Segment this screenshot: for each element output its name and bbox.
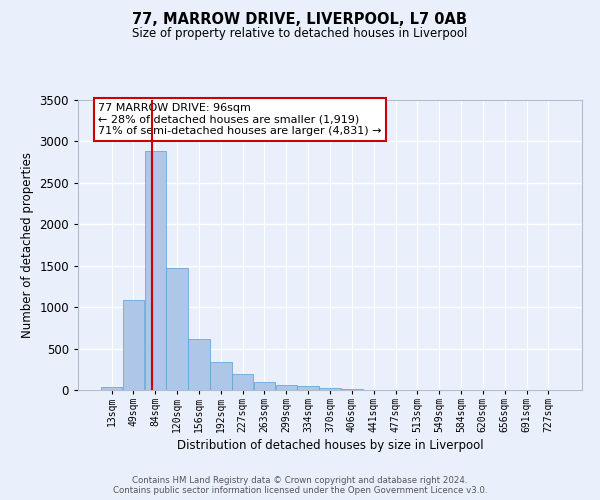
Text: 77 MARROW DRIVE: 96sqm
← 28% of detached houses are smaller (1,919)
71% of semi-: 77 MARROW DRIVE: 96sqm ← 28% of detached… — [98, 103, 382, 136]
Text: Size of property relative to detached houses in Liverpool: Size of property relative to detached ho… — [133, 28, 467, 40]
Bar — [254, 382, 275, 390]
Text: 77, MARROW DRIVE, LIVERPOOL, L7 0AB: 77, MARROW DRIVE, LIVERPOOL, L7 0AB — [133, 12, 467, 28]
Text: Contains public sector information licensed under the Open Government Licence v3: Contains public sector information licen… — [113, 486, 487, 495]
Bar — [298, 386, 319, 390]
Bar — [145, 152, 166, 390]
Bar — [210, 362, 232, 390]
Bar — [166, 268, 188, 390]
Bar — [319, 388, 341, 390]
Bar — [275, 384, 297, 390]
Bar — [101, 386, 122, 390]
Text: Contains HM Land Registry data © Crown copyright and database right 2024.: Contains HM Land Registry data © Crown c… — [132, 476, 468, 485]
Bar — [188, 339, 209, 390]
Bar — [341, 389, 362, 390]
Bar — [123, 300, 144, 390]
X-axis label: Distribution of detached houses by size in Liverpool: Distribution of detached houses by size … — [176, 439, 484, 452]
Bar — [232, 374, 253, 390]
Y-axis label: Number of detached properties: Number of detached properties — [21, 152, 34, 338]
